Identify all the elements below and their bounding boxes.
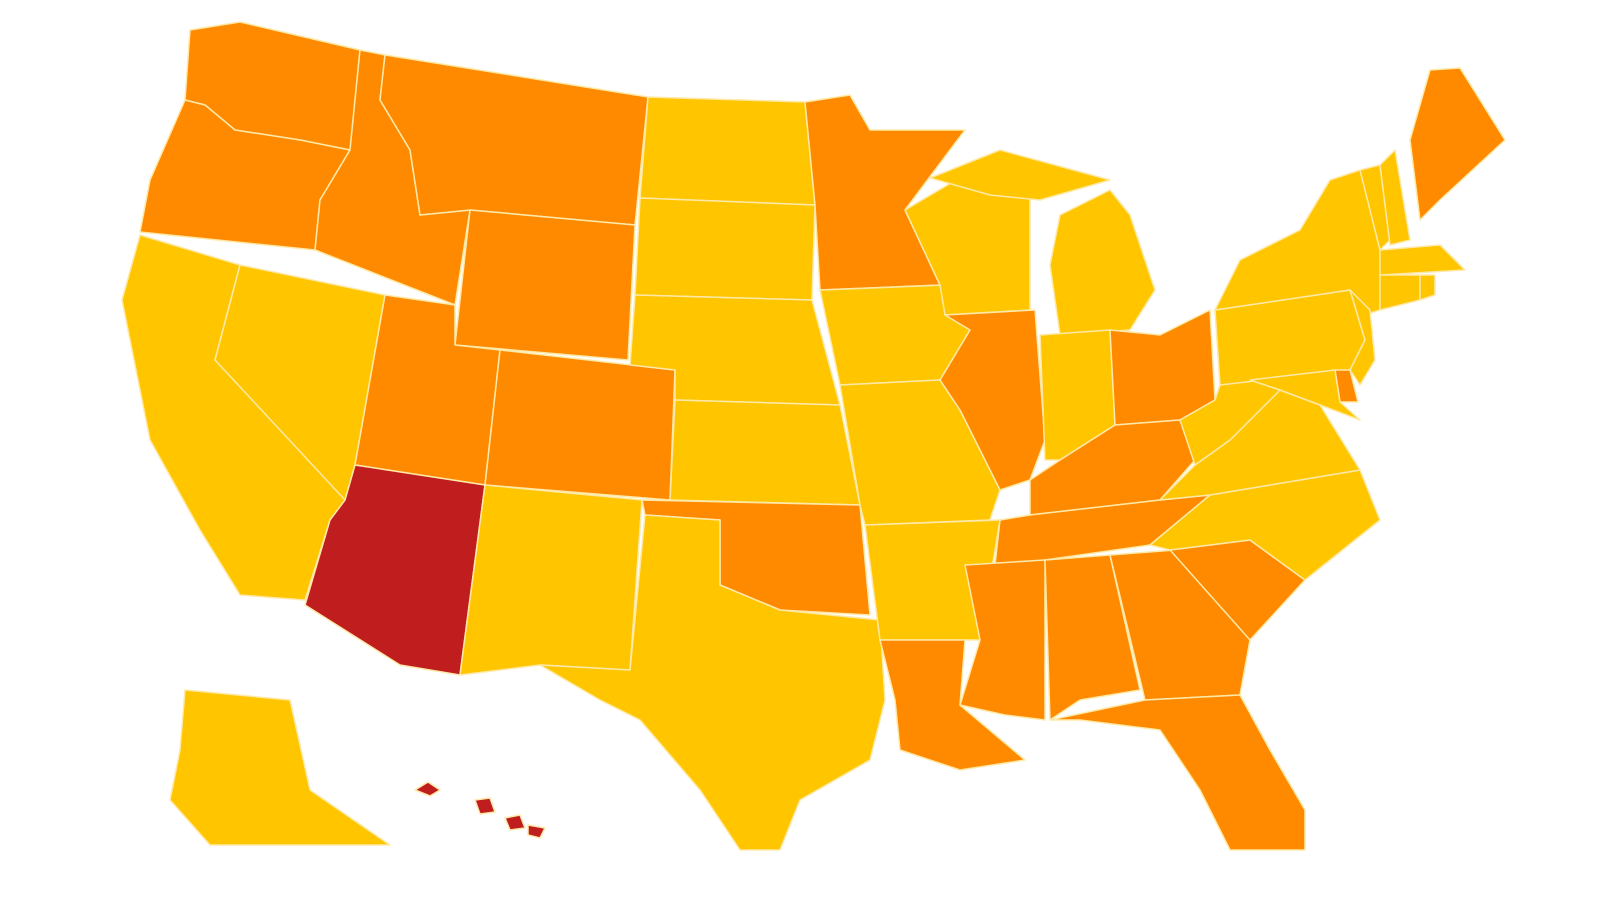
state-shape[interactable] xyxy=(1419,274,1436,301)
state-nh[interactable] xyxy=(1379,149,1411,246)
state-la[interactable] xyxy=(879,639,1026,771)
state-shape[interactable] xyxy=(474,797,496,815)
state-shape[interactable] xyxy=(459,484,643,676)
state-shape[interactable] xyxy=(1049,694,1306,851)
state-shape[interactable] xyxy=(1109,549,1251,701)
state-shape[interactable] xyxy=(634,197,816,301)
state-ct[interactable] xyxy=(1379,274,1421,311)
state-md[interactable] xyxy=(1249,369,1361,421)
state-shape[interactable] xyxy=(1249,369,1361,421)
state-mt[interactable] xyxy=(379,54,649,226)
state-il[interactable] xyxy=(939,309,1046,491)
state-shape[interactable] xyxy=(1044,554,1141,721)
state-ak[interactable] xyxy=(169,689,391,846)
state-shape[interactable] xyxy=(879,639,1026,771)
state-shape[interactable] xyxy=(484,349,676,501)
state-shape[interactable] xyxy=(504,814,526,831)
state-sd[interactable] xyxy=(634,197,816,301)
state-shape[interactable] xyxy=(414,781,441,797)
state-shape[interactable] xyxy=(1349,289,1376,386)
state-shape[interactable] xyxy=(1379,149,1411,246)
state-shape[interactable] xyxy=(1214,169,1381,316)
state-shape[interactable] xyxy=(929,149,1111,201)
state-shape[interactable] xyxy=(539,514,886,851)
state-co[interactable] xyxy=(484,349,676,501)
state-ks[interactable] xyxy=(669,399,861,506)
state-shape[interactable] xyxy=(169,689,391,846)
state-ny[interactable] xyxy=(1214,169,1381,316)
state-nj[interactable] xyxy=(1349,289,1376,386)
state-hi[interactable] xyxy=(414,781,546,839)
state-al[interactable] xyxy=(1044,554,1141,721)
state-wy[interactable] xyxy=(454,209,636,361)
state-shape[interactable] xyxy=(1379,244,1466,276)
state-ma[interactable] xyxy=(1379,244,1466,276)
state-ga[interactable] xyxy=(1109,549,1251,701)
state-shape[interactable] xyxy=(1409,67,1506,221)
state-nm[interactable] xyxy=(459,484,643,676)
state-ri[interactable] xyxy=(1419,274,1436,301)
state-me[interactable] xyxy=(1409,67,1506,221)
state-fl[interactable] xyxy=(1049,694,1306,851)
state-shape[interactable] xyxy=(639,96,816,206)
state-tx[interactable] xyxy=(539,514,886,851)
state-shape[interactable] xyxy=(939,309,1046,491)
state-shape[interactable] xyxy=(1379,274,1421,311)
state-shape[interactable] xyxy=(1049,189,1156,336)
state-shape[interactable] xyxy=(454,209,636,361)
state-nd[interactable] xyxy=(639,96,816,206)
state-shape[interactable] xyxy=(379,54,649,226)
state-shape[interactable] xyxy=(527,824,546,839)
state-mi[interactable] xyxy=(929,149,1156,336)
state-shape[interactable] xyxy=(669,399,861,506)
